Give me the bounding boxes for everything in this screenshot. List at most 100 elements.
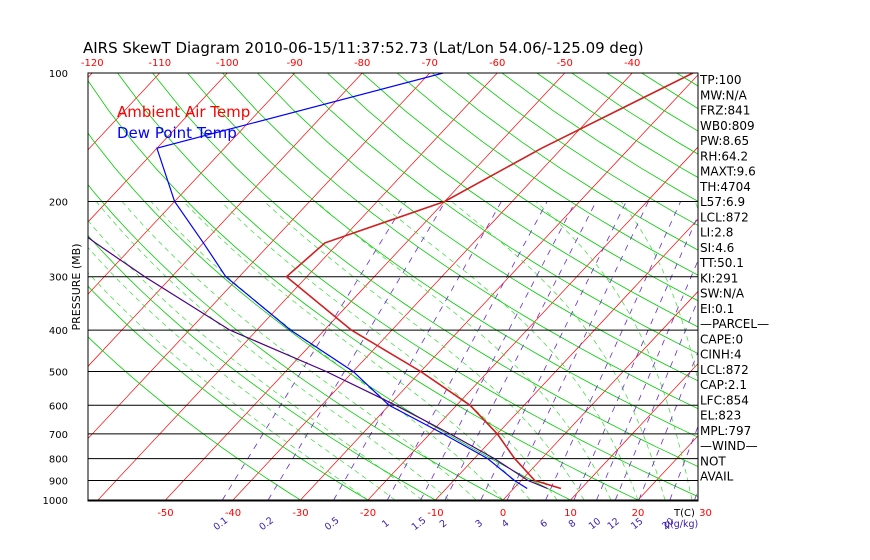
pressure-tick-label: 1000 — [43, 496, 68, 507]
dry-adiabat-line — [88, 184, 504, 501]
mixing-ratio-tick-label: 1 — [380, 518, 392, 530]
moist-adiabat-line — [535, 201, 693, 501]
mixing-ratio-tick-label: 1.5 — [410, 515, 429, 533]
bottom-temperature-tick-label: -10 — [427, 508, 443, 519]
stability-index-item: LCL:872 — [700, 210, 749, 224]
mixing-ratio-line — [222, 201, 407, 501]
profile-series-2 — [88, 236, 548, 490]
pressure-tick-label: 800 — [49, 455, 68, 466]
bottom-temperature-axis: -50 -40 -30 -20 -10 0 10 20 30 — [157, 508, 712, 519]
dry-adiabat-line — [117, 73, 698, 498]
top-temperature-tick-label: -90 — [287, 58, 303, 69]
bottom-temperature-tick-label: 20 — [632, 508, 645, 519]
isotherm-line — [570, 363, 698, 501]
mixing-ratio-tick-label: 10 — [587, 516, 603, 532]
isotherm-line — [232, 73, 633, 501]
plot-frame — [87, 72, 699, 502]
moist-adiabat-line — [377, 201, 639, 501]
dry-adiabat-line — [466, 73, 698, 226]
mixing-ratio-line — [545, 201, 681, 501]
dry-adiabat-line — [641, 73, 698, 110]
mixing-ratio-tick-label: 8 — [567, 518, 579, 530]
legend-ambient-air-temp: Ambient Air Temp — [117, 103, 250, 121]
chart-title: AIRS SkewT Diagram 2010-06-15/11:37:52.7… — [83, 39, 644, 57]
moist-adiabat-line — [220, 201, 558, 501]
mixing-ratio-line — [573, 214, 698, 501]
mixing-ratio-line — [669, 425, 698, 501]
mixing-ratio-line — [614, 298, 698, 501]
moist-adiabat-line — [150, 201, 504, 501]
bottom-temperature-tick-label: -30 — [292, 508, 308, 519]
pressure-tick-label: 900 — [49, 476, 68, 487]
isotherm-line — [88, 73, 228, 223]
dry-adiabat-line — [782, 73, 870, 500]
stability-index-item: RH:64.2 — [700, 149, 748, 163]
top-temperature-tick-label: -100 — [216, 58, 239, 69]
top-temperature-tick-label: -60 — [489, 58, 505, 69]
mixing-ratio-tick-label: 0.5 — [323, 515, 342, 533]
bottom-temperature-tick-label: 30 — [699, 508, 712, 519]
mixing-ratio-tick-label: 3 — [473, 518, 485, 530]
top-temperature-tick-label: -80 — [354, 58, 370, 69]
pressure-tick-label: 400 — [49, 326, 68, 337]
mixing-ratio-line — [420, 201, 576, 501]
mixing-ratio-line — [387, 201, 548, 501]
stability-index-item: MPL:797 — [700, 424, 751, 438]
mixing-ratio-tick-label: 0.2 — [257, 515, 276, 533]
isotherm-line — [637, 435, 698, 501]
stability-index-item: KI:291 — [700, 271, 738, 285]
pressure-tick-label: 700 — [49, 430, 68, 441]
mixing-ratio-unit: q(g/kg) — [664, 519, 698, 530]
mixing-ratio-line — [333, 201, 502, 501]
moist-adiabat-line — [451, 201, 666, 501]
profile-series-1 — [156, 73, 528, 490]
dry-adiabat-line — [88, 285, 369, 501]
stability-index-item: LI:2.8 — [700, 226, 733, 240]
stability-index-item: LFC:854 — [700, 393, 749, 407]
stability-index-item: SI:4.6 — [700, 241, 734, 255]
stability-index-item: NOT — [700, 454, 726, 468]
isotherm-line — [841, 73, 870, 500]
bottom-temperature-tick-label: 0 — [500, 508, 506, 519]
mixing-ratio-tick-label: 4 — [500, 518, 512, 530]
stability-index-item: —PARCEL— — [700, 317, 769, 331]
moist-adiabat-line — [755, 202, 773, 501]
dry-adiabat-line — [187, 73, 698, 438]
pressure-tick-label: 600 — [49, 401, 68, 412]
stability-index-item: CAP:2.1 — [700, 378, 747, 392]
pressure-tick-label: 300 — [49, 273, 68, 284]
mixing-ratio-line — [480, 201, 627, 501]
stability-index-item: WB0:809 — [700, 119, 755, 133]
isotherm-line — [88, 73, 161, 151]
top-temperature-tick-label: -50 — [557, 58, 573, 69]
stability-index-item: LCL:872 — [700, 363, 749, 377]
isotherm-line — [300, 74, 698, 501]
isotherm-line — [0, 73, 25, 500]
mixing-ratio-line — [774, 202, 869, 500]
mixing-ratio-line — [506, 201, 649, 501]
pressure-tick-label: 100 — [49, 69, 68, 80]
bottom-temperature-tick-label: -40 — [225, 508, 241, 519]
y-axis-label: PRESSURE (MB) — [70, 244, 83, 331]
mixing-ratio-tick-label: 2 — [438, 518, 450, 530]
dry-adiabat-line — [257, 73, 698, 382]
mixing-ratio-line — [748, 202, 848, 500]
moist-adiabat-line — [620, 201, 698, 383]
top-temperature-tick-label: -40 — [624, 58, 640, 69]
top-temperature-tick-label: -110 — [148, 58, 171, 69]
stability-index-item: SW:N/A — [700, 287, 745, 301]
mixing-ratio-line — [638, 350, 698, 501]
stability-index-item: TP:100 — [699, 73, 742, 87]
top-temperature-tick-label: -120 — [81, 58, 104, 69]
stability-index-item: TH:4704 — [699, 180, 751, 194]
bottom-temperature-tick-label: 10 — [564, 508, 577, 519]
moist-adiabat-line — [121, 201, 477, 501]
bottom-temperature-tick-label: -20 — [360, 508, 376, 519]
dry-adiabat-line — [152, 73, 698, 467]
isotherm-line — [435, 218, 698, 501]
mixing-ratio-line — [444, 201, 597, 501]
pressure-tick-label: 200 — [49, 198, 68, 209]
stability-index-item: EI:0.1 — [700, 302, 734, 316]
